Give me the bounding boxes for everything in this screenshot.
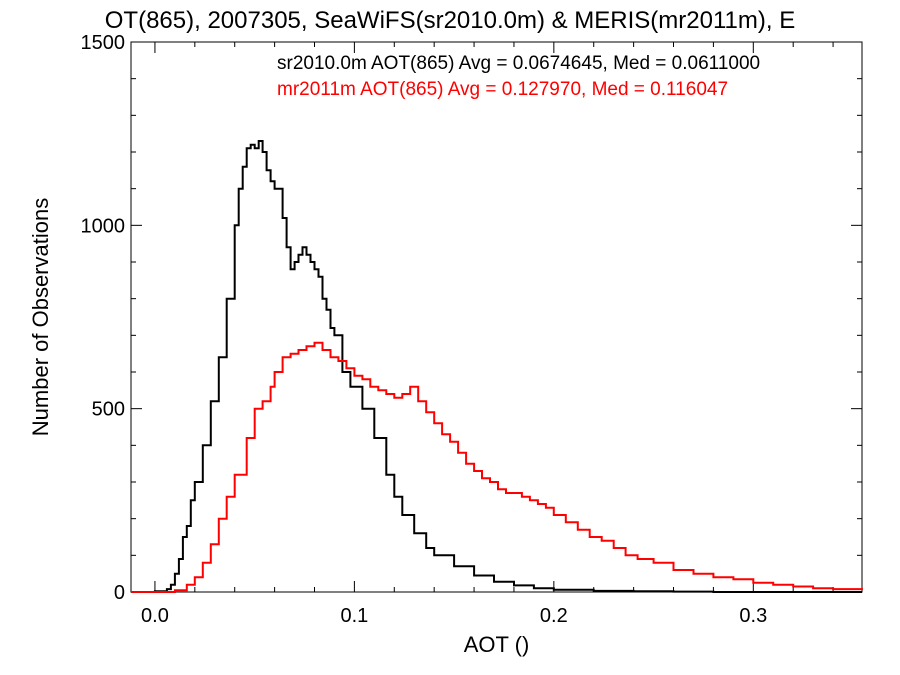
y-tick-label: 1000 (81, 215, 126, 237)
chart-title: OT(865), 2007305, SeaWiFS(sr2010.0m) & M… (105, 7, 795, 34)
series-annotation-mr2011m: mr2011m AOT(865) Avg = 0.127970, Med = 0… (277, 79, 728, 100)
x-tick-label: 0.1 (340, 605, 368, 627)
x-tick-label: 0.0 (141, 605, 169, 627)
x-axis-label: AOT () (464, 632, 530, 657)
axis-tick-labels: 0.0 0.1 0.2 0.3 0 500 1000 1500 (81, 32, 768, 627)
plot-frame (130, 41, 863, 593)
series-line-sr2010-0m (131, 140, 862, 593)
y-axis-label: Number of Observations (28, 198, 53, 436)
series-annotation-sr2010: sr2010.0m AOT(865) Avg = 0.0674645, Med … (277, 53, 760, 74)
x-tick-label: 0.3 (739, 605, 767, 627)
axis-ticks (131, 41, 862, 593)
x-tick-label: 0.2 (540, 605, 568, 627)
y-tick-label: 1500 (81, 32, 126, 54)
series-line-mr2011m (131, 341, 863, 593)
y-tick-label: 500 (92, 399, 125, 421)
series-layer (131, 140, 863, 593)
y-tick-label: 0 (114, 582, 125, 604)
